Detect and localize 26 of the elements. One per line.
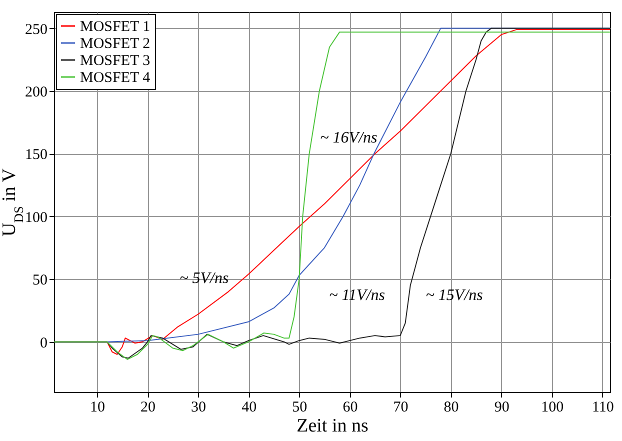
y-tick-label: 50 bbox=[32, 272, 48, 289]
x-tick-label: 10 bbox=[90, 400, 105, 416]
legend-label: MOSFET 2 bbox=[80, 36, 150, 52]
annotation: ~ 5V/ns bbox=[180, 270, 229, 287]
y-tick-label: 100 bbox=[25, 210, 48, 226]
x-tick-label: 80 bbox=[444, 400, 459, 416]
legend-label: MOSFET 1 bbox=[80, 19, 150, 35]
y-tick-label: 150 bbox=[25, 147, 48, 164]
x-tick-label: 70 bbox=[393, 400, 408, 416]
y-tick-label: 0 bbox=[40, 335, 48, 352]
x-tick-label: 40 bbox=[242, 400, 257, 416]
x-tick-label: 60 bbox=[342, 400, 358, 416]
y-tick-label: 200 bbox=[25, 84, 48, 101]
x-tick-label: 100 bbox=[541, 400, 564, 416]
x-axis-title: Zeit in ns bbox=[296, 416, 368, 436]
x-tick-label: 30 bbox=[191, 400, 206, 416]
x-tick-label: 90 bbox=[494, 400, 510, 416]
annotation: ~ 16V/ns bbox=[320, 129, 378, 146]
annotation: ~ 15V/ns bbox=[426, 287, 483, 304]
annotation: ~ 11V/ns bbox=[329, 287, 385, 304]
legend-label: MOSFET 4 bbox=[80, 70, 151, 86]
x-tick-label: 110 bbox=[592, 400, 614, 416]
x-tick-label: 50 bbox=[292, 400, 308, 416]
y-tick-label: 250 bbox=[25, 22, 48, 38]
x-tick-label: 20 bbox=[140, 400, 156, 416]
legend-label: MOSFET 3 bbox=[80, 53, 150, 69]
